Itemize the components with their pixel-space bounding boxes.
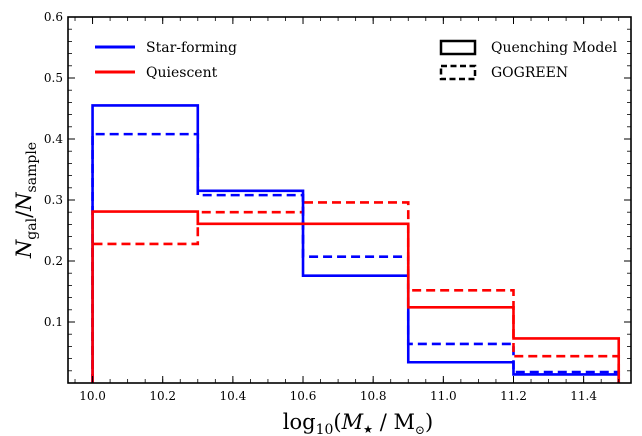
ticks-layer: 10.0 10.2 10.4 10.6 10.8 11.0 11.2 11.4 0.1 0.2 0.… — [44, 10, 631, 403]
x-tick-label: 10.4 — [220, 389, 247, 403]
legend-gogreen-swatch — [439, 64, 477, 81]
legend-star-forming-label: Star-forming — [146, 40, 237, 56]
x-tick-label: 10.8 — [360, 389, 387, 403]
x-tick-label: 10.2 — [149, 389, 176, 403]
x-tick-label: 10.6 — [290, 389, 317, 403]
y-tick-label: 0.6 — [44, 10, 63, 24]
series-quiescent-gogreen-line — [91, 201, 621, 383]
legend-line-styles: Quenching Model GOGREEN — [439, 39, 618, 81]
plot-frame — [67, 16, 632, 384]
legend-quiescent-label: Quiescent — [146, 65, 218, 81]
series-star-forming-gogreen-line — [91, 132, 621, 383]
legend-quenching-model-label: Quenching Model — [491, 40, 618, 56]
legend-quenching-model-swatch — [439, 39, 477, 56]
y-tick-label: 0.3 — [44, 193, 63, 207]
y-tick-label: 0.1 — [44, 315, 63, 329]
x-tick-label: 10.0 — [79, 389, 106, 403]
x-axis-label: log10(M★ / M⊙) — [283, 410, 433, 436]
series-star-forming-quenching-model-line — [91, 104, 621, 383]
y-tick-label: 0.2 — [44, 254, 63, 268]
y-tick-label: 0.5 — [44, 71, 63, 85]
legend-colors: Star-forming Quiescent — [95, 40, 237, 81]
series-quiescent-quenching-model-line — [91, 210, 621, 383]
x-tick-label: 11.0 — [430, 389, 457, 403]
legend-gogreen-label: GOGREEN — [491, 65, 568, 81]
y-tick-label: 0.4 — [44, 132, 63, 146]
y-axis-label: Ngal/Nsample — [12, 142, 40, 259]
x-tick-label: 11.4 — [570, 389, 597, 403]
series-layer — [91, 104, 621, 383]
x-tick-label: 11.2 — [500, 389, 527, 403]
